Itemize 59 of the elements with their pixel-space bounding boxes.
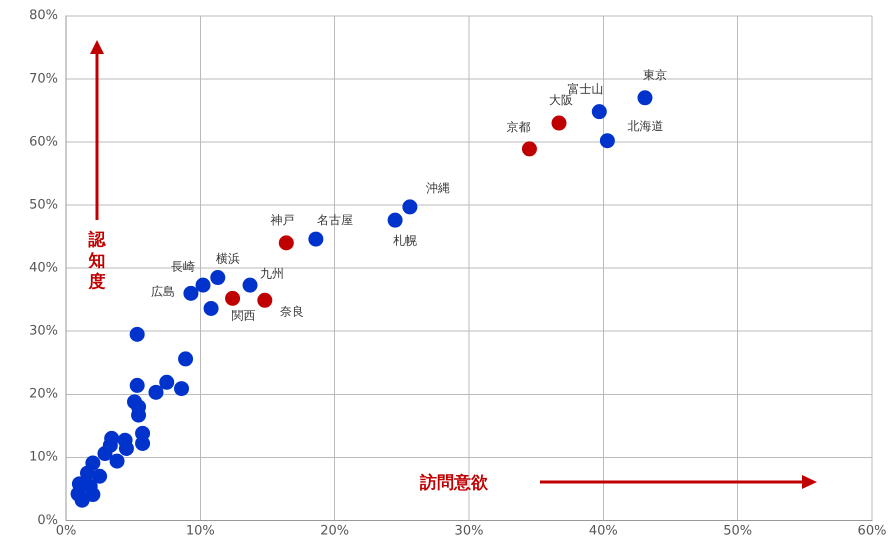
point (210, 270, 226, 286)
point (242, 278, 258, 293)
x-axis-title: 訪問意欲 (420, 472, 488, 494)
point (278, 235, 294, 250)
y-tick-label: 10% (29, 450, 58, 465)
x-tick-label: 20% (320, 524, 350, 539)
point (97, 446, 112, 462)
point (204, 300, 219, 316)
annotation: 札幌 (393, 233, 418, 248)
y-tick-label: 0% (37, 512, 58, 528)
point (402, 199, 418, 214)
y-tick-label: 20% (29, 386, 58, 402)
annotation: 北海道 (627, 118, 664, 133)
point (92, 468, 108, 484)
x-tick-label: 60% (858, 524, 886, 539)
point (225, 290, 240, 306)
annotation: 関西 (232, 308, 256, 322)
point (308, 232, 324, 247)
annotation: 京都 (506, 120, 530, 134)
point (130, 326, 145, 342)
annotation: 九州 (260, 266, 284, 280)
y-tick-label: 40% (29, 260, 58, 276)
point (388, 212, 403, 228)
point (130, 378, 145, 393)
annotation: 名古屋 (316, 213, 353, 228)
point (183, 286, 198, 301)
y-tick-label: 60% (29, 134, 58, 150)
x-tick-label: 0% (56, 524, 76, 539)
annotation: 横浜 (216, 252, 240, 266)
point (148, 384, 164, 400)
annotation: 富士山 (567, 82, 604, 96)
point (159, 374, 174, 390)
annotation: 沖縄 (426, 181, 450, 196)
x-tick-label: 10% (186, 524, 215, 539)
annotation: 神戸 (270, 212, 294, 227)
point (592, 104, 607, 120)
y-axis-title: 認知度 (87, 230, 107, 293)
y-tick-label: 30% (29, 324, 58, 339)
annotation: 奈良 (280, 304, 304, 318)
x-tick-label: 50% (723, 524, 752, 539)
point (600, 133, 615, 148)
annotation: 長崎 (171, 259, 196, 274)
point (82, 478, 98, 494)
y-tick-label: 80% (29, 8, 58, 24)
point (174, 381, 190, 396)
point (522, 141, 537, 156)
point (178, 351, 194, 366)
annotation: 東京 (642, 68, 667, 82)
point (196, 278, 211, 293)
point (110, 454, 125, 469)
point (552, 116, 567, 131)
x-tick-label: 40% (588, 524, 618, 539)
annotation: 広島 (150, 284, 175, 298)
point (637, 90, 652, 106)
point (257, 292, 272, 308)
annotation: 大阪 (549, 93, 574, 108)
y-tick-label: 50% (29, 197, 58, 212)
y-tick-label: 70% (29, 71, 58, 86)
x-tick-label: 30% (454, 524, 484, 539)
